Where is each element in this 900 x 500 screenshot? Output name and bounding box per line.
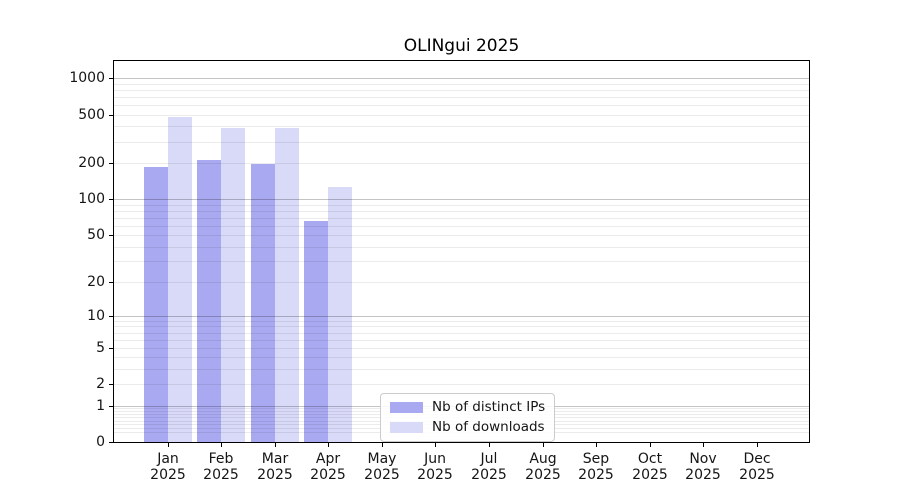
bar-distinct-ips-jan (143, 166, 168, 442)
y-tick (109, 163, 113, 164)
gridline-major (114, 78, 809, 79)
x-tick-label: Nov 2025 (685, 451, 721, 483)
gridline-minor (114, 126, 809, 127)
x-tick-label: Oct 2025 (632, 451, 668, 483)
y-tick (109, 235, 113, 236)
x-tick-label: Sep 2025 (578, 451, 614, 483)
legend: Nb of distinct IPs Nb of downloads (380, 393, 556, 442)
bar-downloads-apr (328, 187, 353, 442)
y-tick (109, 78, 113, 79)
gridline-minor (114, 142, 809, 143)
y-tick (109, 115, 113, 116)
x-tick (328, 443, 329, 447)
gridline-minor (114, 261, 809, 262)
legend-label-downloads: Nb of downloads (432, 419, 545, 435)
gridline-minor (114, 321, 809, 322)
gridline-minor (114, 326, 809, 327)
x-tick (221, 443, 222, 447)
gridline-minor (114, 211, 809, 212)
x-tick (275, 443, 276, 447)
x-tick-label: Apr 2025 (310, 451, 346, 483)
x-tick-label: Mar 2025 (257, 451, 293, 483)
y-tick-label: 100 (78, 191, 105, 207)
legend-swatch-distinct-ips (390, 402, 423, 413)
y-tick (109, 348, 113, 349)
x-tick-label: Feb 2025 (203, 451, 239, 483)
x-tick (435, 443, 436, 447)
bar-distinct-ips-apr (304, 220, 329, 442)
gridline-minor (114, 90, 809, 91)
y-tick (109, 406, 113, 407)
y-tick-label: 2 (96, 376, 105, 392)
x-tick-label: May 2025 (364, 451, 400, 483)
gridline-minor (114, 97, 809, 98)
gridline-minor (114, 235, 809, 236)
gridline-minor (114, 226, 809, 227)
x-tick-label: Jan 2025 (150, 451, 186, 483)
gridline-minor (114, 105, 809, 106)
gridline-minor (114, 205, 809, 206)
y-tick-label: 0 (96, 434, 105, 450)
x-tick (596, 443, 597, 447)
bar-downloads-feb (221, 127, 246, 442)
gridline-minor (114, 84, 809, 85)
x-tick (703, 443, 704, 447)
gridline-minor (114, 115, 809, 116)
y-tick-label: 50 (87, 227, 105, 243)
y-tick (109, 384, 113, 385)
y-tick-label: 500 (78, 107, 105, 123)
x-tick (489, 443, 490, 447)
gridline-minor (114, 247, 809, 248)
legend-swatch-downloads (390, 422, 423, 433)
gridline-minor (114, 163, 809, 164)
gridline-minor (114, 357, 809, 358)
gridline-major (114, 199, 809, 200)
x-tick (757, 443, 758, 447)
x-tick-label: Dec 2025 (739, 451, 775, 483)
gridline-minor (114, 218, 809, 219)
y-tick-label: 1000 (69, 70, 105, 86)
y-tick (109, 442, 113, 443)
gridline-minor (114, 348, 809, 349)
gridline-minor (114, 282, 809, 283)
gridline-minor (114, 384, 809, 385)
x-tick-label: Aug 2025 (525, 451, 561, 483)
x-tick-label: Jun 2025 (417, 451, 453, 483)
gridline-minor (114, 340, 809, 341)
y-tick-label: 1 (96, 398, 105, 414)
x-tick (650, 443, 651, 447)
y-tick (109, 282, 113, 283)
gridline-major (114, 316, 809, 317)
x-tick (382, 443, 383, 447)
bar-distinct-ips-feb (197, 160, 222, 442)
bar-downloads-jan (167, 116, 192, 442)
bar-downloads-mar (274, 127, 299, 442)
y-tick-label: 200 (78, 155, 105, 171)
y-tick-label: 5 (96, 340, 105, 356)
x-tick (168, 443, 169, 447)
bar-distinct-ips-mar (250, 164, 275, 442)
legend-label-distinct-ips: Nb of distinct IPs (432, 399, 546, 415)
y-tick-label: 20 (87, 274, 105, 290)
y-tick (109, 199, 113, 200)
x-tick-label: Jul 2025 (471, 451, 507, 483)
chart-title: OLINgui 2025 (403, 36, 520, 56)
y-tick (109, 316, 113, 317)
legend-entry-distinct-ips: Nb of distinct IPs (390, 400, 545, 415)
y-tick-label: 10 (87, 308, 105, 324)
gridline-minor (114, 369, 809, 370)
x-tick (543, 443, 544, 447)
gridline-minor (114, 333, 809, 334)
legend-entry-downloads: Nb of downloads (390, 420, 545, 435)
